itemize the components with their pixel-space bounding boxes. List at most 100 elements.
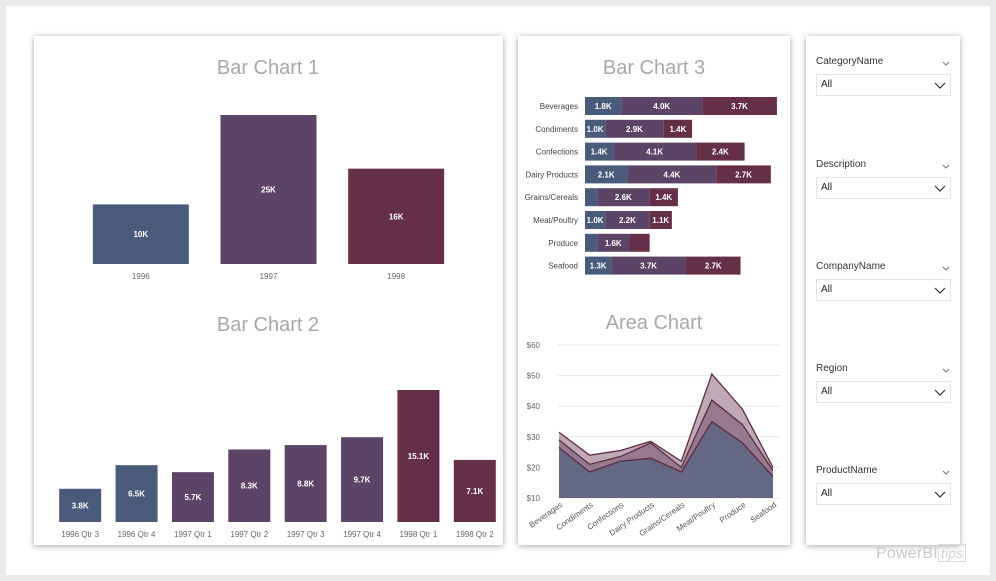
chevron-down-icon — [934, 185, 946, 192]
y-tick-label: Condiments — [535, 125, 578, 134]
slicer-header: CompanyName — [816, 261, 951, 279]
data-label: 6.5K — [128, 490, 145, 499]
bar — [115, 465, 158, 522]
collapse-chevron-icon[interactable] — [941, 161, 951, 171]
data-label: 3.7K — [731, 102, 748, 111]
middle-visual-panel: Bar Chart 3 Beverages 1.8K 4.0K 3.7K Condime… — [518, 36, 790, 545]
bar-segment — [686, 256, 741, 275]
bar — [453, 459, 496, 522]
x-tick-label: 1996 — [132, 272, 150, 281]
y-tick-label: Meat/Poultry — [533, 216, 578, 225]
slicer-label: CompanyName — [816, 261, 886, 272]
bar-chart-1-title: Bar Chart 1 — [217, 57, 319, 79]
x-tick-label: Produce — [718, 500, 748, 525]
data-label: 5.7K — [184, 493, 201, 502]
bar-segment — [585, 142, 614, 161]
bar-segment — [605, 119, 664, 138]
data-label: 1.4K — [591, 148, 608, 157]
logo-brand: PowerBI — [876, 545, 938, 562]
data-label: 4.1K — [646, 148, 663, 157]
data-label: 1.4K — [669, 125, 686, 134]
slicer-label: ProductName — [816, 465, 878, 476]
slicer-header: Region — [816, 363, 951, 381]
bar-segment — [696, 142, 745, 161]
x-tick-label: Seafood — [749, 500, 779, 524]
bar — [92, 204, 189, 264]
bar-segment — [702, 97, 777, 115]
chevron-down-icon — [934, 287, 946, 294]
slicer-header: Description — [816, 159, 951, 177]
data-label: 2.9K — [626, 125, 643, 134]
slicer-label: CategoryName — [816, 56, 884, 67]
powerbi-tips-logo: PowerBI tips — [876, 544, 967, 563]
slicer-company-name[interactable]: CompanyName All — [816, 261, 951, 301]
bar — [228, 449, 271, 522]
x-tick-label: 1996 Qtr 3 — [61, 530, 99, 539]
slicer-dropdown[interactable]: All — [816, 177, 951, 199]
slicer-category-name[interactable]: CategoryName All — [816, 56, 951, 96]
slicer-dropdown[interactable]: All — [816, 483, 951, 505]
slicer-dropdown[interactable]: All — [816, 381, 951, 403]
left-panel-svg: Bar Chart 1 10K 1996 25K 1997 16K 1998 Bar Ch… — [59, 57, 496, 539]
slicer-region[interactable]: Region All — [816, 363, 951, 403]
slicer-description[interactable]: Description All — [816, 159, 951, 199]
bar-segment — [613, 142, 697, 161]
series-line — [558, 420, 774, 478]
data-label: 3.8K — [72, 501, 89, 510]
data-label: 10K — [133, 230, 148, 239]
y-tick-label: $40 — [527, 402, 541, 411]
collapse-chevron-icon[interactable] — [941, 263, 951, 273]
x-tick-label: 1997 Qtr 1 — [174, 530, 212, 539]
x-tick-label: 1998 Qtr 2 — [456, 530, 494, 539]
data-label: 15.1K — [408, 452, 430, 461]
bar-segment — [585, 188, 598, 207]
slicer-label: Region — [816, 363, 848, 374]
y-tick-label: Beverages — [540, 102, 578, 111]
bar-segment — [585, 233, 598, 252]
data-label: 3.7K — [640, 262, 657, 271]
data-label: 1.0K — [587, 125, 604, 134]
data-label: 8.8K — [297, 480, 314, 489]
data-label: 25K — [261, 186, 276, 195]
slicer-dropdown[interactable]: All — [816, 279, 951, 301]
bar — [341, 437, 384, 522]
y-tick-label: $60 — [527, 341, 541, 350]
bar-chart-2-title: Bar Chart 2 — [217, 314, 319, 336]
area-chart-title: Area Chart — [606, 312, 703, 334]
collapse-chevron-icon[interactable] — [941, 58, 951, 68]
x-tick-label: 1997 Qtr 3 — [287, 530, 325, 539]
y-tick-label: $20 — [527, 463, 541, 472]
slicer-value: All — [821, 284, 833, 295]
slicer-dropdown[interactable]: All — [816, 74, 951, 96]
middle-panel-svg: Bar Chart 3 Beverages 1.8K 4.0K 3.7K Condime… — [525, 57, 780, 538]
data-label: 4.0K — [653, 102, 670, 111]
bar-segment — [611, 256, 686, 275]
y-tick-label: Grains/Cereals — [525, 193, 578, 202]
bar-segment — [585, 256, 612, 275]
data-label: 1.0K — [587, 216, 604, 225]
data-label: 2.4K — [712, 148, 729, 157]
area-series — [559, 421, 773, 498]
data-label: 8.3K — [241, 482, 258, 491]
collapse-chevron-icon[interactable] — [941, 467, 951, 477]
bar-chart-3-title: Bar Chart 3 — [603, 57, 705, 79]
slicer-value: All — [821, 182, 833, 193]
bar-segment — [621, 97, 703, 115]
bar-segment — [585, 97, 622, 115]
bar-segment — [649, 188, 678, 207]
x-tick-label: 1997 Qtr 4 — [343, 530, 381, 539]
data-label: 2.6K — [615, 193, 632, 202]
data-label: 2.7K — [705, 262, 722, 271]
chevron-down-icon — [934, 389, 946, 396]
slicer-value: All — [821, 386, 833, 397]
data-label: 1.1K — [652, 216, 669, 225]
collapse-chevron-icon[interactable] — [941, 365, 951, 375]
bar-segment — [629, 233, 650, 252]
bar-segment — [663, 119, 693, 138]
y-tick-label: $10 — [527, 494, 541, 503]
y-tick-label: Dairy Products — [526, 170, 578, 179]
bar — [171, 472, 214, 522]
x-tick-label: 1997 Qtr 2 — [230, 530, 268, 539]
data-label: 1.8K — [595, 102, 612, 111]
slicer-product-name[interactable]: ProductName All — [816, 465, 951, 505]
